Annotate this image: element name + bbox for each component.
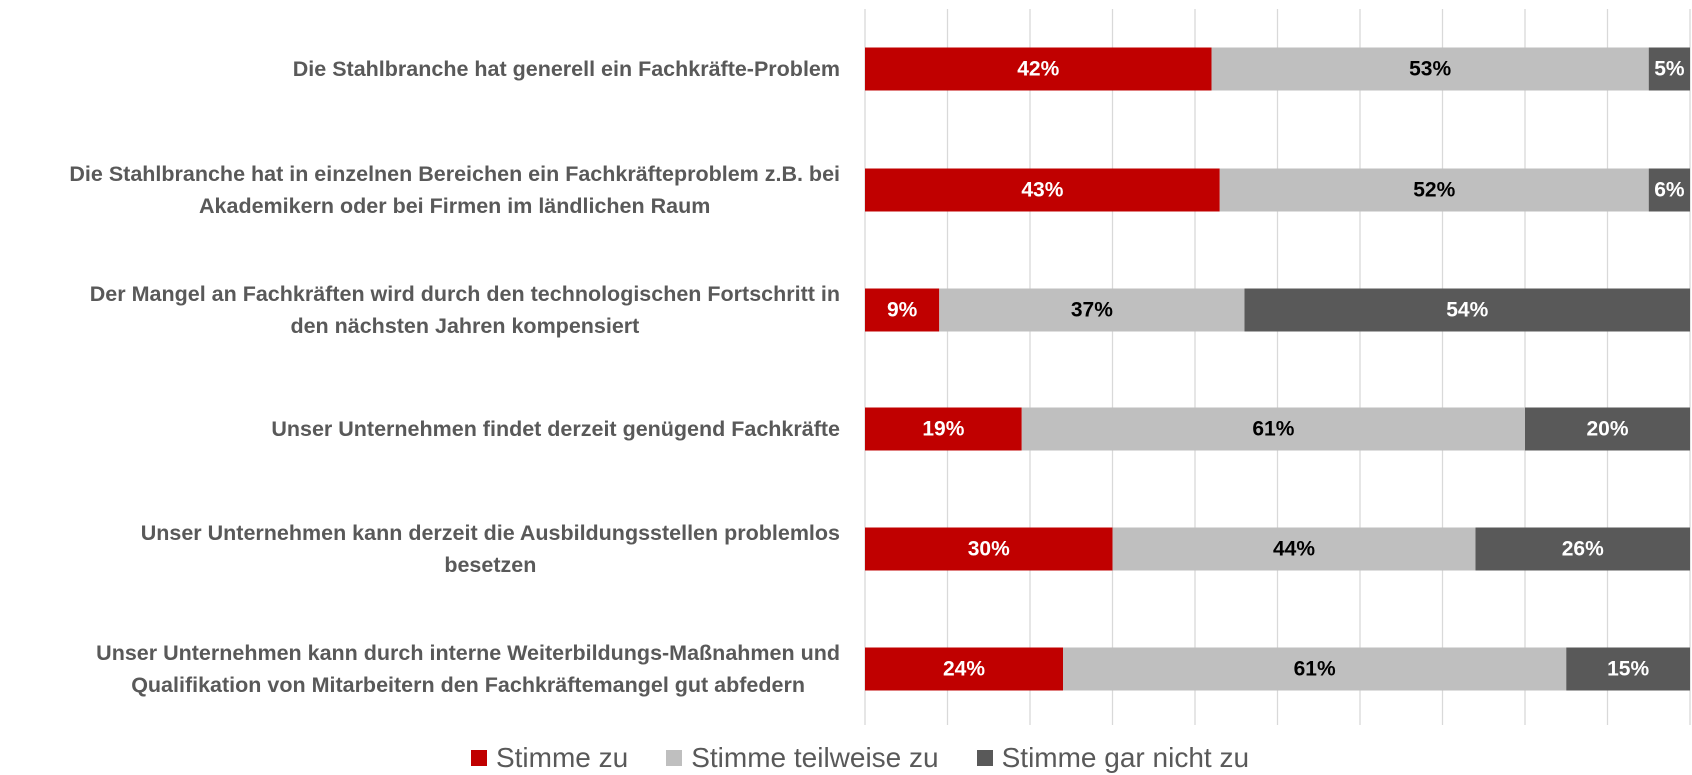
value-label: 19%	[922, 418, 964, 441]
bar-segment	[865, 647, 1063, 691]
value-label: 54%	[1446, 299, 1488, 322]
category-line: Unser Unternehmen kann derzeit die Ausbi…	[140, 521, 840, 545]
legend-label: Stimme teilweise zu	[691, 742, 939, 773]
legend-swatch	[976, 750, 993, 766]
legend-label: Stimme gar nicht zu	[1001, 742, 1250, 773]
category-label: Unser Unternehmen findet derzeit genügen…	[271, 413, 840, 445]
bar-segment	[865, 47, 1212, 91]
bar-segment	[1063, 647, 1567, 691]
category-line: Unser Unternehmen findet derzeit genügen…	[271, 417, 840, 441]
category-label: Die Stahlbranche hat generell ein Fachkr…	[293, 53, 840, 85]
category-box: Die Stahlbranche hat in einzelnen Bereic…	[69, 158, 840, 222]
value-label: 37%	[1071, 299, 1113, 322]
value-label: 24%	[943, 658, 985, 681]
value-label: 43%	[1021, 179, 1063, 202]
bar-segment	[865, 527, 1113, 571]
bar-segment	[865, 168, 1220, 212]
value-label: 6%	[1654, 179, 1685, 202]
value-label: 30%	[968, 538, 1010, 561]
legend-item: Stimme teilweise zu	[666, 740, 939, 775]
value-label: 53%	[1409, 58, 1451, 81]
value-label: 44%	[1273, 538, 1315, 561]
value-label: 20%	[1586, 418, 1628, 441]
bar-segment	[1021, 407, 1525, 451]
legend-swatch	[666, 750, 683, 766]
category-line: Die Stahlbranche hat in einzelnen Bereic…	[69, 162, 840, 186]
legend-label: Stimme zu	[495, 742, 629, 773]
category-box: Die Stahlbranche hat generell ein Fachkr…	[293, 53, 840, 85]
category-box: Unser Unternehmen kann durch interne Wei…	[96, 637, 840, 701]
bar-segment	[1112, 527, 1476, 571]
category-label: Unser Unternehmen kann durch interne Wei…	[96, 637, 840, 701]
category-box: Unser Unternehmen kann derzeit die Ausbi…	[141, 517, 840, 581]
legend-item: Stimme gar nicht zu	[976, 740, 1250, 775]
category-line: Die Stahlbranche hat generell ein Fachkr…	[292, 57, 840, 81]
bar-segment	[865, 288, 940, 332]
category-line: den nächsten Jahren kompensiert	[290, 314, 640, 338]
value-label: 61%	[1252, 418, 1294, 441]
bar-segment	[939, 288, 1245, 332]
category-line: Der Mangel an Fachkräften wird durch den…	[89, 282, 840, 306]
bar-segment	[1566, 647, 1690, 691]
value-label: 26%	[1562, 538, 1604, 561]
value-label: 42%	[1017, 58, 1059, 81]
bar-segment	[1525, 407, 1690, 451]
value-label: 61%	[1294, 658, 1336, 681]
bar-segment	[865, 407, 1022, 451]
category-box: Unser Unternehmen findet derzeit genügen…	[271, 413, 840, 445]
category-box: Der Mangel an Fachkräften wird durch den…	[90, 278, 840, 342]
value-label: 9%	[887, 299, 918, 322]
bars: 42% 53% 5% 43% 52% 6% 9% 37% 54% 19% 61% 20% 30% 44% 2…	[865, 47, 1690, 691]
value-label: 15%	[1607, 658, 1649, 681]
bar-segment	[1219, 168, 1649, 212]
category-line: besetzen	[444, 553, 537, 577]
category-line: Unser Unternehmen kann durch interne Wei…	[96, 641, 840, 665]
bar-segment	[1648, 47, 1690, 91]
category-line: Qualifikation von Mitarbeitern den Fachk…	[131, 673, 805, 697]
category-line: Akademikern oder bei Firmen im ländliche…	[199, 194, 711, 218]
value-label: 5%	[1654, 58, 1685, 81]
bar-segment	[1648, 168, 1690, 212]
category-label: Der Mangel an Fachkräften wird durch den…	[90, 278, 840, 342]
value-label: 52%	[1413, 179, 1455, 202]
legend-item: Stimme zu	[470, 740, 629, 775]
category-label: Die Stahlbranche hat in einzelnen Bereic…	[69, 158, 840, 222]
legend-swatch	[470, 750, 487, 766]
legend: Stimme zu Stimme teilweise zu Stimme gar n…	[430, 740, 1290, 775]
category-label: Unser Unternehmen kann derzeit die Ausbi…	[141, 517, 840, 581]
bar-segment	[1211, 47, 1649, 91]
bar-segment	[1244, 288, 1690, 332]
bar-segment	[1475, 527, 1690, 571]
